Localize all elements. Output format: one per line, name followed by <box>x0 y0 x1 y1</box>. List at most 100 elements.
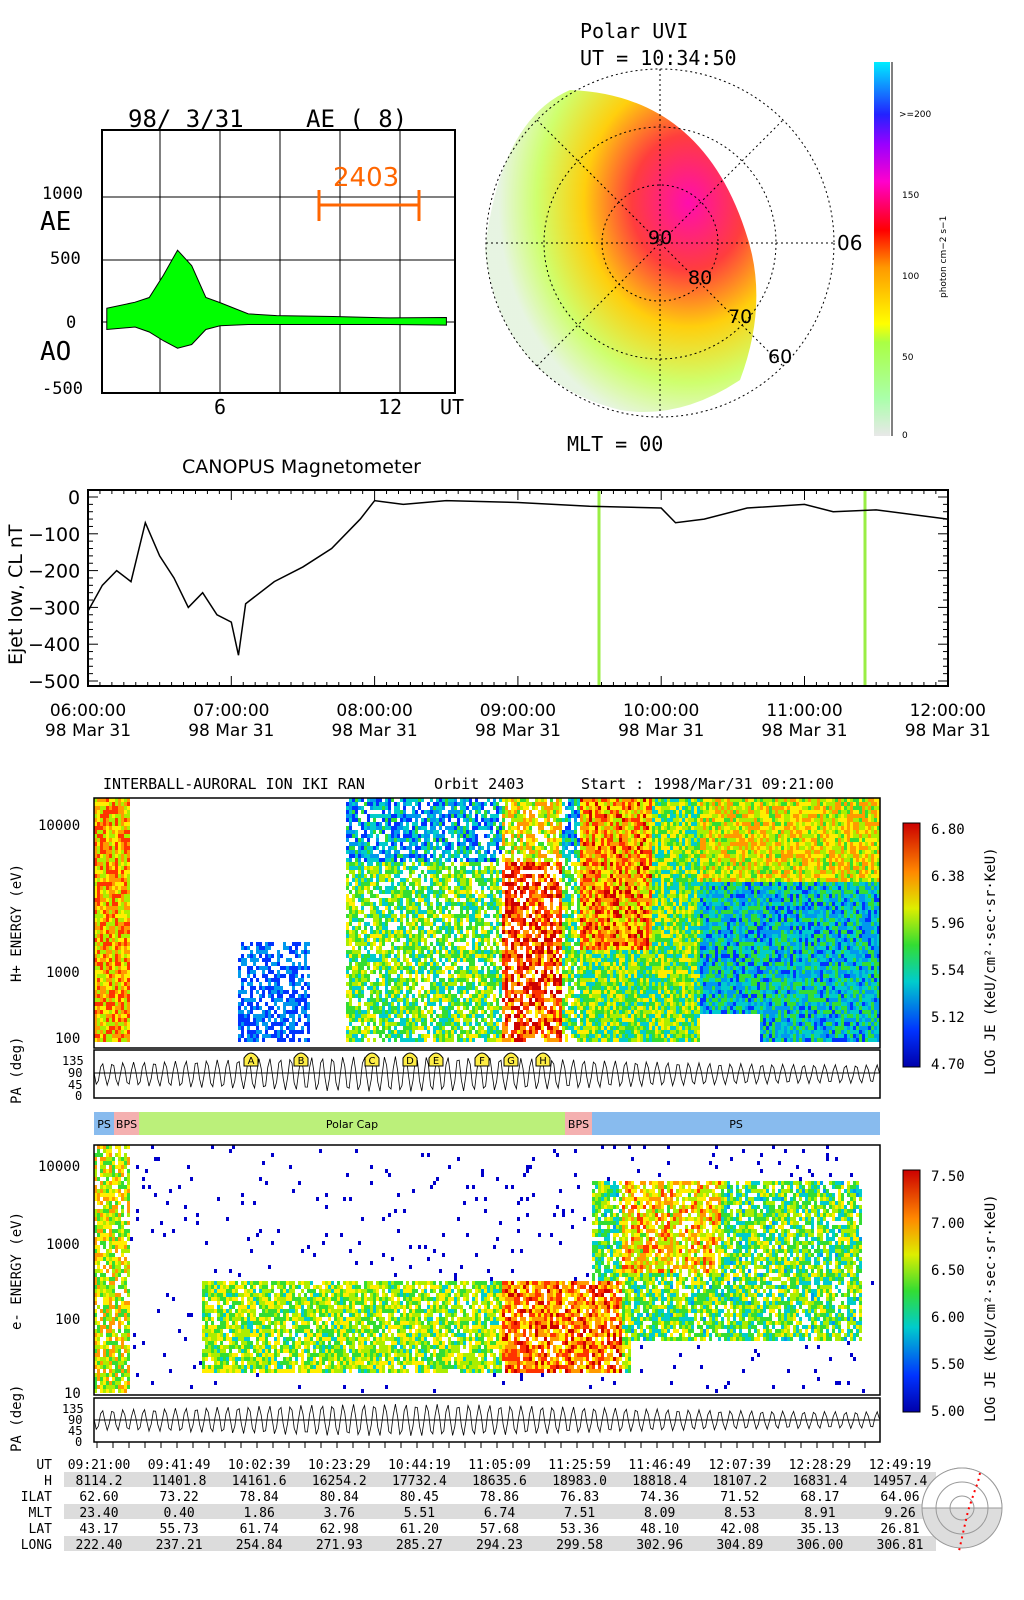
spectrogram-cell <box>520 922 523 926</box>
spectrogram-cell <box>412 870 415 874</box>
spectrogram-cell <box>373 910 376 914</box>
spectrogram-cell <box>409 986 412 990</box>
spectrogram-cell <box>520 838 523 842</box>
spectrogram-cell <box>490 1022 493 1026</box>
spectrogram-cell <box>472 982 475 986</box>
spectrogram-cell <box>502 962 505 966</box>
uvi-colorbar <box>874 62 890 436</box>
spectrogram-cell <box>247 1034 250 1038</box>
spectrogram-cell <box>565 1018 568 1022</box>
spectrogram-cell <box>346 894 349 898</box>
spectrogram-cell <box>505 890 508 894</box>
spectrogram-cell <box>121 822 124 826</box>
spectrogram-cell <box>544 926 547 930</box>
spectrogram-cell <box>478 910 481 914</box>
spectrogram-cell <box>472 938 475 942</box>
spectrogram-cell <box>400 822 403 826</box>
spectrogram-cell <box>352 938 355 942</box>
spectrogram-cell <box>526 886 529 890</box>
spectrogram-cell <box>382 898 385 902</box>
spectrogram-cell <box>118 982 121 986</box>
spectrogram-cell <box>571 958 574 962</box>
spectrogram-cell <box>286 958 289 962</box>
spectrogram-cell <box>250 1022 253 1026</box>
spectrogram-cell <box>364 1018 367 1022</box>
spectrogram-cell <box>100 986 103 990</box>
spectrogram-cell <box>526 954 529 958</box>
spectrogram-cell <box>280 1014 283 1018</box>
spectrogram-cell <box>115 814 118 818</box>
spectrogram-cell <box>412 906 415 910</box>
spectrogram-cell <box>472 870 475 874</box>
spectrogram-cell <box>433 818 436 822</box>
spectrogram-cell <box>385 850 388 854</box>
spectrogram-cell <box>115 986 118 990</box>
spectrogram-cell <box>544 930 547 934</box>
spectrogram-cell <box>121 1010 124 1014</box>
spectrogram-cell <box>376 814 379 818</box>
spectrogram-cell <box>97 810 100 814</box>
spectrogram-cell <box>367 882 370 886</box>
spectrogram-cell <box>496 946 499 950</box>
spectrogram-cell <box>370 878 373 882</box>
spectrogram-cell <box>463 906 466 910</box>
spectrogram-cell <box>505 1014 508 1018</box>
spectrogram-cell <box>442 1038 445 1042</box>
spectrogram-cell <box>574 866 577 870</box>
spectrogram-cell <box>379 814 382 818</box>
spectrogram-cell <box>361 986 364 990</box>
spectrogram-cell <box>568 826 571 830</box>
spectrogram-cell <box>358 1010 361 1014</box>
spectrogram-cell <box>265 950 268 954</box>
spectrogram-cell <box>127 966 130 970</box>
spectrogram-cell <box>550 966 553 970</box>
spectrogram-cell <box>475 1018 478 1022</box>
spectrogram-cell <box>406 802 409 806</box>
spectrogram-cell <box>556 982 559 986</box>
spectrogram-cell <box>295 982 298 986</box>
canopus-frame <box>87 489 949 687</box>
spectrogram-cell <box>565 886 568 890</box>
spectrogram-cell <box>514 970 517 974</box>
spectrogram-cell <box>349 890 352 894</box>
spectrogram-cell <box>115 818 118 822</box>
spectrogram-cell <box>115 958 118 962</box>
spectrogram-cell <box>409 934 412 938</box>
spectrogram-cell <box>445 982 448 986</box>
spectrogram-cell <box>256 1030 259 1034</box>
spectrogram-cell <box>553 894 556 898</box>
spectrogram-cell <box>517 966 520 970</box>
spectrogram-cell <box>397 978 400 982</box>
spectrogram-cell <box>298 1030 301 1034</box>
spectrogram-cell <box>100 922 103 926</box>
spectrogram-cell <box>307 1030 310 1034</box>
spectrogram-cell <box>520 910 523 914</box>
spectrogram-cell <box>376 914 379 918</box>
spectrogram-cell <box>358 942 361 946</box>
spectrogram-cell <box>376 870 379 874</box>
spectrogram-cell <box>103 826 106 830</box>
spectrogram-cell <box>109 946 112 950</box>
spectrogram-cell <box>391 866 394 870</box>
spectrogram-cell <box>460 810 463 814</box>
spectrogram-cell <box>538 910 541 914</box>
spectrogram-cell <box>538 926 541 930</box>
spectrogram-cell <box>352 1030 355 1034</box>
spectrogram-cell <box>520 942 523 946</box>
spectrogram-cell <box>520 1014 523 1018</box>
spectrogram-cell <box>115 858 118 862</box>
spectrogram-cell <box>481 958 484 962</box>
spectrogram-cell <box>466 806 469 810</box>
spectrogram-cell <box>433 874 436 878</box>
spectrogram-cell <box>583 818 586 822</box>
spectrogram-cell <box>100 914 103 918</box>
spectrogram-cell <box>361 810 364 814</box>
spectrogram-cell <box>505 954 508 958</box>
spectrogram-cell <box>121 858 124 862</box>
spectrogram-cell <box>118 918 121 922</box>
spectrogram-cell <box>508 830 511 834</box>
spectrogram-cell <box>517 938 520 942</box>
spectrogram-cell <box>526 1034 529 1038</box>
spectrogram-cell <box>580 922 583 926</box>
spectrogram-cell <box>397 822 400 826</box>
